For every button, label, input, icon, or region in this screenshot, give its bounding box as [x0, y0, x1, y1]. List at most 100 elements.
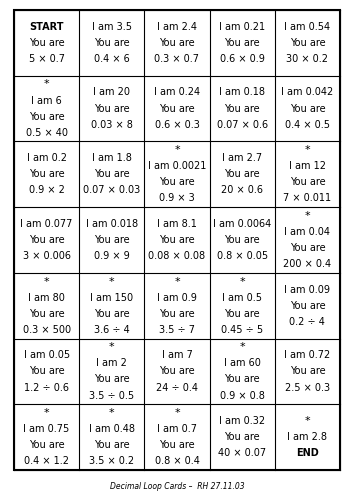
- Text: 200 × 0.4: 200 × 0.4: [283, 259, 331, 269]
- Text: START: START: [29, 22, 64, 32]
- Text: I am 0.48: I am 0.48: [89, 424, 135, 434]
- Text: 0.45 ÷ 5: 0.45 ÷ 5: [221, 325, 263, 335]
- Text: I am 2.8: I am 2.8: [287, 432, 327, 442]
- Text: I am 12: I am 12: [289, 161, 326, 171]
- Text: I am 0.018: I am 0.018: [86, 219, 138, 229]
- Text: 0.4 × 1.2: 0.4 × 1.2: [24, 456, 69, 466]
- Text: 0.9 × 3: 0.9 × 3: [159, 194, 195, 203]
- Text: You are: You are: [224, 374, 260, 384]
- Text: I am 0.21: I am 0.21: [219, 22, 265, 32]
- Text: I am 0.042: I am 0.042: [281, 88, 333, 98]
- Text: I am 0.05: I am 0.05: [23, 350, 70, 360]
- Text: 24 ÷ 0.4: 24 ÷ 0.4: [156, 382, 198, 392]
- Text: You are: You are: [290, 366, 325, 376]
- Text: 30 × 0.2: 30 × 0.2: [286, 54, 329, 64]
- Text: You are: You are: [224, 235, 260, 245]
- Text: 0.5 × 40: 0.5 × 40: [25, 128, 68, 138]
- Text: *: *: [239, 276, 245, 286]
- Text: 3.5 × 0.2: 3.5 × 0.2: [89, 456, 135, 466]
- Text: You are: You are: [290, 178, 325, 188]
- Text: You are: You are: [94, 309, 130, 319]
- Text: You are: You are: [159, 366, 195, 376]
- Text: *: *: [109, 342, 115, 352]
- Text: You are: You are: [94, 440, 130, 450]
- Text: I am 7: I am 7: [161, 350, 193, 360]
- Text: *: *: [239, 342, 245, 352]
- Text: You are: You are: [159, 104, 195, 114]
- Text: I am 0.18: I am 0.18: [219, 88, 265, 98]
- Text: You are: You are: [29, 112, 64, 122]
- Text: I am 2.7: I am 2.7: [222, 153, 262, 163]
- Text: I am 0.5: I am 0.5: [222, 292, 262, 302]
- Text: *: *: [109, 276, 115, 286]
- Text: *: *: [304, 416, 310, 426]
- Text: I am 0.32: I am 0.32: [219, 416, 265, 426]
- Text: I am 80: I am 80: [28, 292, 65, 302]
- Text: 5 × 0.7: 5 × 0.7: [29, 54, 64, 64]
- Text: You are: You are: [159, 309, 195, 319]
- Text: 0.3 × 500: 0.3 × 500: [23, 325, 71, 335]
- Text: 0.07 × 0.6: 0.07 × 0.6: [217, 120, 268, 130]
- Text: You are: You are: [29, 309, 64, 319]
- Text: 0.6 × 0.3: 0.6 × 0.3: [155, 120, 199, 130]
- Text: 0.4 × 0.5: 0.4 × 0.5: [285, 120, 330, 130]
- Text: You are: You are: [224, 432, 260, 442]
- Text: 0.9 × 2: 0.9 × 2: [29, 186, 64, 196]
- Text: 0.9 × 0.8: 0.9 × 0.8: [220, 390, 265, 400]
- Text: *: *: [174, 145, 180, 155]
- Text: *: *: [174, 408, 180, 418]
- Text: You are: You are: [94, 374, 130, 384]
- Text: 0.9 × 9: 0.9 × 9: [94, 251, 130, 261]
- Text: You are: You are: [29, 440, 64, 450]
- Text: I am 0.54: I am 0.54: [284, 22, 331, 32]
- Text: You are: You are: [159, 38, 195, 48]
- Text: I am 1.8: I am 1.8: [92, 153, 132, 163]
- Text: I am 0.24: I am 0.24: [154, 88, 200, 98]
- Text: I am 0.09: I am 0.09: [284, 284, 330, 294]
- Text: You are: You are: [29, 170, 64, 179]
- Text: *: *: [304, 211, 310, 221]
- Text: You are: You are: [29, 235, 64, 245]
- Text: You are: You are: [94, 170, 130, 179]
- Text: 3.5 ÷ 0.5: 3.5 ÷ 0.5: [89, 390, 135, 400]
- Text: You are: You are: [290, 300, 325, 310]
- Text: 0.07 × 0.03: 0.07 × 0.03: [83, 186, 141, 196]
- Text: 0.6 × 0.9: 0.6 × 0.9: [220, 54, 265, 64]
- Text: You are: You are: [224, 170, 260, 179]
- Text: I am 0.077: I am 0.077: [21, 219, 73, 229]
- Text: 40 × 0.07: 40 × 0.07: [218, 448, 266, 458]
- Text: 3.5 ÷ 7: 3.5 ÷ 7: [159, 325, 195, 335]
- Text: I am 0.9: I am 0.9: [157, 292, 197, 302]
- Text: 7 × 0.011: 7 × 0.011: [283, 194, 331, 203]
- Text: I am 0.75: I am 0.75: [23, 424, 70, 434]
- Text: END: END: [296, 448, 319, 458]
- Text: 20 × 0.6: 20 × 0.6: [221, 186, 263, 196]
- Text: I am 0.0064: I am 0.0064: [213, 219, 271, 229]
- Text: *: *: [44, 80, 50, 90]
- Text: You are: You are: [290, 104, 325, 114]
- Text: *: *: [44, 408, 50, 418]
- Text: You are: You are: [224, 104, 260, 114]
- Text: You are: You are: [29, 366, 64, 376]
- Text: You are: You are: [224, 38, 260, 48]
- Text: I am 2: I am 2: [96, 358, 127, 368]
- Text: *: *: [44, 276, 50, 286]
- Text: 0.03 × 8: 0.03 × 8: [91, 120, 133, 130]
- Text: I am 0.7: I am 0.7: [157, 424, 197, 434]
- Text: 0.8 × 0.4: 0.8 × 0.4: [155, 456, 199, 466]
- Text: I am 150: I am 150: [90, 292, 133, 302]
- Text: You are: You are: [224, 309, 260, 319]
- Text: You are: You are: [159, 178, 195, 188]
- Text: You are: You are: [94, 104, 130, 114]
- Text: *: *: [304, 145, 310, 155]
- Text: 3 × 0.006: 3 × 0.006: [23, 251, 70, 261]
- Text: *: *: [109, 408, 115, 418]
- Text: You are: You are: [159, 235, 195, 245]
- Text: I am 0.2: I am 0.2: [27, 153, 67, 163]
- Text: *: *: [174, 276, 180, 286]
- Text: I am 20: I am 20: [93, 88, 130, 98]
- Text: 0.08 × 0.08: 0.08 × 0.08: [148, 251, 206, 261]
- Text: You are: You are: [159, 440, 195, 450]
- Text: I am 0.72: I am 0.72: [284, 350, 331, 360]
- Text: You are: You are: [29, 38, 64, 48]
